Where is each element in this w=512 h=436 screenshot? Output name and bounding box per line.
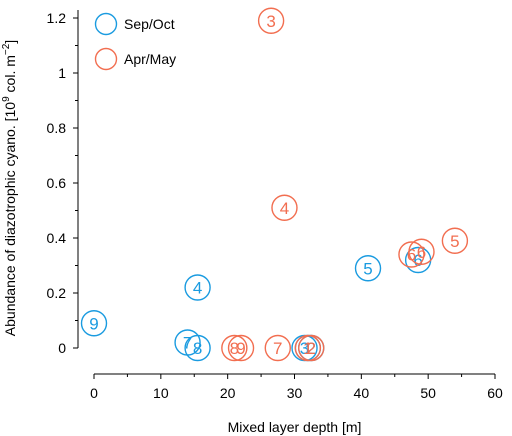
point-label: 9 bbox=[236, 339, 245, 358]
point-marker-apr-may bbox=[221, 334, 248, 362]
legend-marker bbox=[94, 12, 118, 36]
point-marker-apr-may bbox=[398, 241, 425, 268]
y-tick-label: 0.4 bbox=[47, 230, 67, 246]
y-tick-label: 0 bbox=[58, 340, 66, 356]
y-axis-title: Abundance of diazotrophic cyano. [109 co… bbox=[1, 40, 18, 336]
x-tick-label: 60 bbox=[487, 385, 503, 401]
point-label: 5 bbox=[363, 259, 372, 278]
point-marker-sep-oct bbox=[184, 274, 211, 301]
axes: 0 0.2 0.4 0.6 0.8 1 1.2 0 10 20 30 40 50 60 bbox=[47, 10, 503, 401]
legend-marker bbox=[94, 47, 118, 71]
point-marker-apr-may bbox=[264, 334, 291, 362]
x-tick-label: 0 bbox=[90, 385, 98, 401]
point-label: 7 bbox=[183, 334, 192, 353]
point-label: 1 bbox=[303, 339, 312, 358]
legend-label: Apr/May bbox=[124, 51, 176, 67]
x-tick-label: 20 bbox=[220, 385, 236, 401]
point-label: 6 bbox=[417, 243, 426, 262]
point-label: 9 bbox=[89, 314, 98, 333]
point-label: 6 bbox=[413, 251, 422, 270]
y-tick-label: 1 bbox=[58, 65, 66, 81]
point-label: 3 bbox=[300, 339, 309, 358]
point-label: 2 bbox=[306, 339, 315, 358]
y-tick-label: 0.6 bbox=[47, 175, 67, 191]
x-axis-title: Mixed layer depth [m] bbox=[228, 419, 362, 435]
point-label: 6 bbox=[407, 246, 416, 265]
point-marker-sep-oct bbox=[354, 255, 382, 282]
point-marker-apr-may bbox=[271, 194, 298, 221]
point-marker-apr-may bbox=[408, 238, 435, 265]
x-tick-label: 50 bbox=[420, 385, 436, 401]
x-tick-label: 30 bbox=[287, 385, 303, 401]
point-marker-apr-may bbox=[441, 227, 469, 254]
point-marker-sep-oct bbox=[80, 310, 108, 337]
point-label: 7 bbox=[273, 339, 282, 358]
point-marker-apr-may bbox=[298, 334, 325, 362]
y-tick-label: 1.2 bbox=[47, 10, 67, 26]
x-tick-label: 40 bbox=[354, 385, 370, 401]
point-marker-apr-may bbox=[257, 7, 285, 34]
point-label: 3 bbox=[266, 12, 275, 31]
point-marker-sep-oct bbox=[184, 334, 211, 362]
point-marker-apr-may bbox=[227, 334, 255, 362]
point-label: 4 bbox=[193, 279, 202, 298]
point-label: 1 bbox=[303, 339, 312, 358]
x-tick-label: 10 bbox=[153, 385, 169, 401]
y-tick-label: 0.8 bbox=[47, 120, 67, 136]
legend-label: Sep/Oct bbox=[124, 16, 175, 32]
point-label: 8 bbox=[230, 339, 239, 358]
y-tick-label: 0.2 bbox=[47, 285, 67, 301]
point-label: 2 bbox=[306, 339, 315, 358]
point-label: 5 bbox=[450, 232, 459, 251]
point-label: 8 bbox=[193, 339, 202, 358]
point-label: 4 bbox=[280, 199, 289, 218]
legend: Sep/Oct Apr/May bbox=[94, 12, 176, 71]
